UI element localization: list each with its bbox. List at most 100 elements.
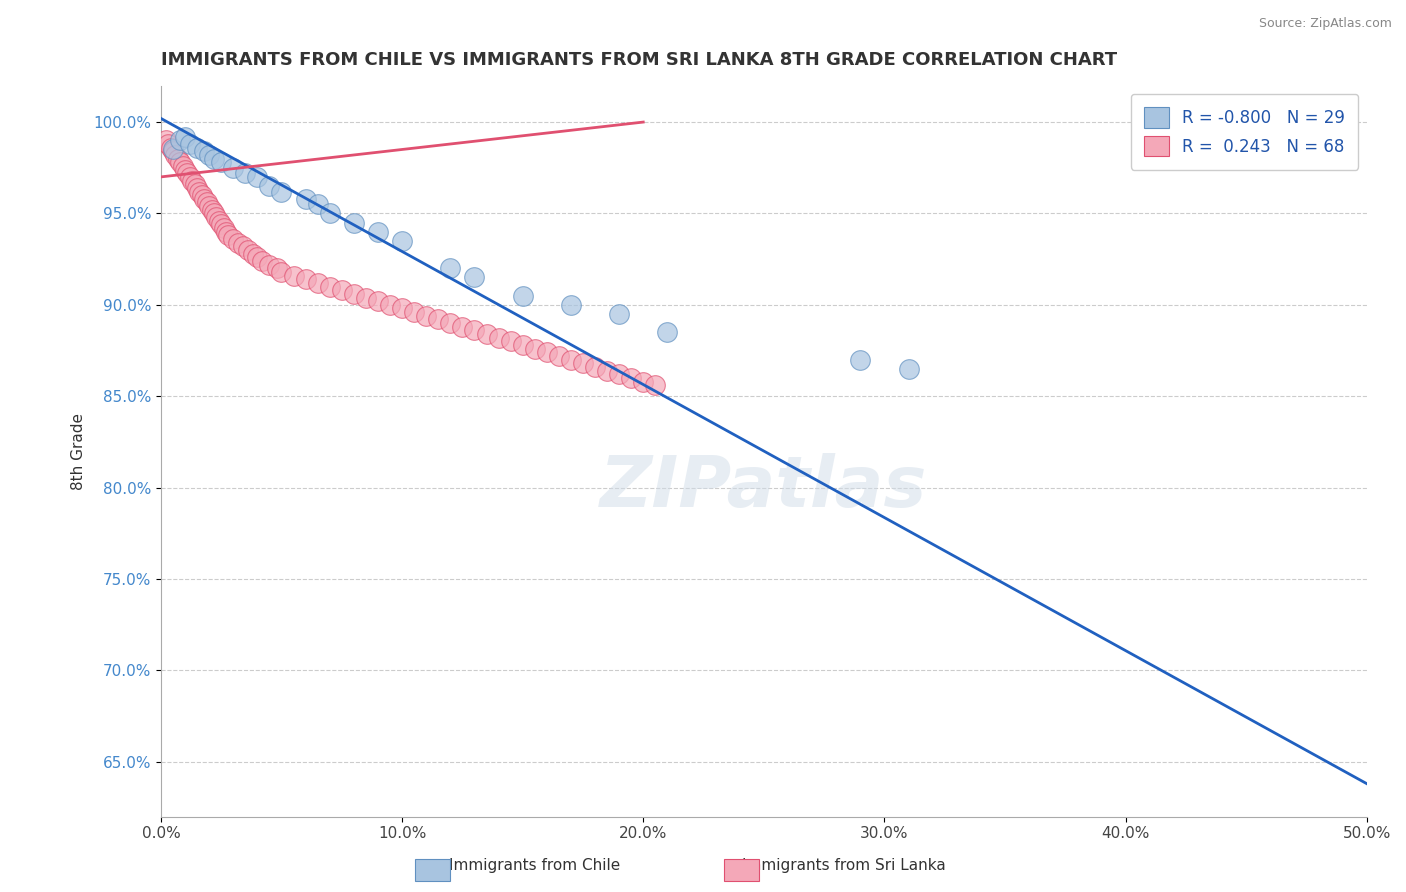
Point	[200, 202, 222, 217]
Point	[633, 375, 655, 389]
Point	[246, 250, 269, 264]
Point	[232, 239, 254, 253]
Point	[657, 325, 679, 339]
Point	[222, 161, 245, 175]
Point	[270, 185, 292, 199]
Point	[174, 162, 197, 177]
Point	[620, 371, 643, 385]
Point	[165, 148, 187, 162]
Point	[451, 319, 474, 334]
Point	[849, 352, 872, 367]
Point	[354, 291, 377, 305]
Point	[217, 228, 239, 243]
Point	[162, 143, 184, 157]
Point	[427, 312, 450, 326]
Point	[547, 349, 569, 363]
Point	[191, 188, 214, 202]
Point	[169, 155, 191, 169]
Point	[404, 305, 426, 319]
Point	[208, 213, 231, 227]
Point	[172, 159, 194, 173]
Point	[176, 166, 198, 180]
Point	[644, 378, 666, 392]
Point	[159, 141, 181, 155]
Point	[209, 218, 232, 232]
Point	[607, 307, 630, 321]
Point	[536, 345, 558, 359]
Point	[259, 179, 281, 194]
Text: Immigrants from Chile: Immigrants from Chile	[449, 858, 620, 872]
Text: Source: ZipAtlas.com: Source: ZipAtlas.com	[1258, 17, 1392, 29]
Y-axis label: 8th Grade: 8th Grade	[72, 413, 86, 490]
Point	[157, 136, 180, 151]
Point	[236, 243, 259, 257]
Point	[186, 141, 208, 155]
Point	[367, 294, 389, 309]
Point	[155, 133, 177, 147]
Point	[174, 129, 197, 144]
Point	[367, 225, 389, 239]
Point	[607, 368, 630, 382]
Point	[198, 199, 221, 213]
Point	[294, 272, 316, 286]
Point	[209, 155, 232, 169]
Point	[523, 342, 546, 356]
Point	[560, 298, 582, 312]
Point	[212, 221, 235, 235]
Point	[512, 338, 534, 352]
Point	[202, 206, 225, 220]
Text: IMMIGRANTS FROM CHILE VS IMMIGRANTS FROM SRI LANKA 8TH GRADE CORRELATION CHART: IMMIGRANTS FROM CHILE VS IMMIGRANTS FROM…	[160, 51, 1116, 69]
Point	[294, 192, 316, 206]
Point	[560, 352, 582, 367]
Point	[179, 169, 201, 184]
Point	[270, 265, 292, 279]
Point	[233, 166, 256, 180]
Point	[266, 261, 288, 276]
Point	[319, 206, 342, 220]
Point	[246, 169, 269, 184]
Point	[499, 334, 522, 349]
Text: Immigrants from Sri Lanka: Immigrants from Sri Lanka	[742, 858, 945, 872]
Point	[307, 197, 329, 211]
Point	[202, 152, 225, 166]
Point	[463, 323, 485, 337]
Point	[179, 136, 201, 151]
Point	[186, 181, 208, 195]
Point	[475, 327, 498, 342]
Point	[162, 145, 184, 159]
Point	[343, 286, 366, 301]
Point	[439, 316, 461, 330]
Point	[488, 331, 510, 345]
Point	[283, 268, 305, 283]
Point	[319, 279, 342, 293]
Point	[897, 361, 920, 376]
Point	[596, 364, 619, 378]
Point	[183, 178, 205, 192]
Point	[583, 359, 606, 374]
Point	[193, 192, 215, 206]
Point	[166, 152, 188, 166]
Point	[512, 289, 534, 303]
Point	[195, 195, 218, 210]
Point	[250, 254, 273, 268]
Point	[391, 301, 413, 316]
Text: ZIPatlas: ZIPatlas	[600, 453, 928, 522]
Point	[181, 173, 204, 187]
Point	[222, 232, 245, 246]
Point	[378, 298, 401, 312]
Point	[169, 133, 191, 147]
Point	[205, 210, 228, 224]
Point	[215, 225, 238, 239]
Point	[226, 235, 249, 250]
Point	[391, 234, 413, 248]
Point	[343, 216, 366, 230]
Point	[439, 261, 461, 276]
Point	[307, 276, 329, 290]
Point	[193, 145, 215, 159]
Point	[572, 356, 595, 370]
Point	[463, 270, 485, 285]
Point	[198, 148, 221, 162]
Point	[415, 309, 437, 323]
Point	[188, 185, 211, 199]
Point	[242, 246, 264, 260]
